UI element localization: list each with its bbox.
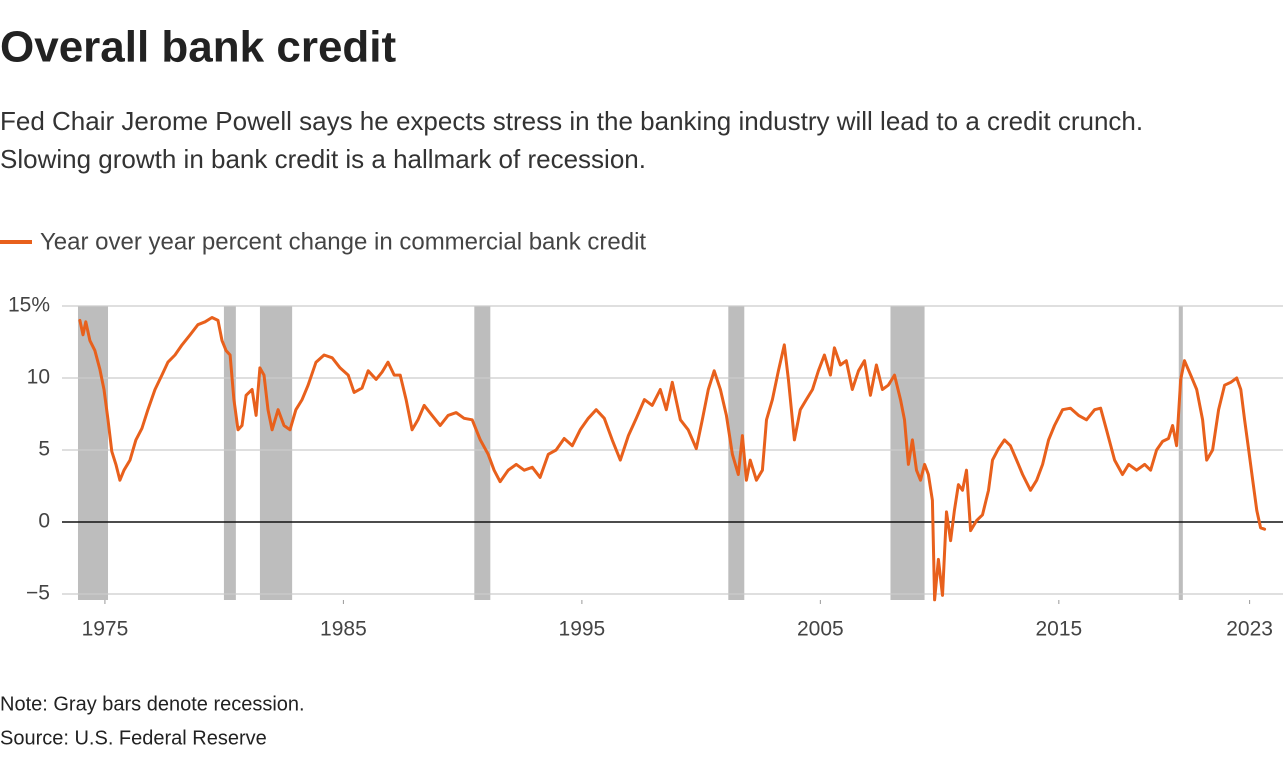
y-tick-label: 5	[38, 438, 50, 461]
recession-bar	[474, 306, 491, 600]
x-tick-label: 1985	[320, 618, 367, 641]
x-tick-label: 2015	[1035, 618, 1082, 641]
recession-bar	[1178, 306, 1183, 600]
data-line	[78, 316, 1267, 602]
recession-bar	[77, 306, 109, 600]
y-tick-label: −5	[26, 582, 50, 605]
y-tick-label: 10	[27, 366, 50, 389]
note: Note: Gray bars denote recession.	[0, 693, 305, 715]
legend-label: Year over year percent change in commerc…	[40, 228, 646, 255]
y-tick-label: 15%	[8, 294, 50, 317]
x-tick-label: 2023	[1226, 618, 1273, 641]
x-tick-label: 1995	[559, 618, 606, 641]
source: Source: U.S. Federal Reserve	[0, 727, 267, 749]
x-tick-label: 2005	[797, 618, 844, 641]
y-tick-label: 0	[38, 510, 50, 533]
recession-bar	[259, 306, 293, 600]
subtitle: Fed Chair Jerome Powell says he expects …	[0, 106, 1143, 136]
x-tick-label: 1975	[82, 618, 129, 641]
subtitle: Slowing growth in bank credit is a hallm…	[0, 144, 646, 174]
recession-bar	[223, 306, 236, 600]
chart-title: Overall bank credit	[0, 23, 397, 72]
recession-bar	[728, 306, 745, 600]
